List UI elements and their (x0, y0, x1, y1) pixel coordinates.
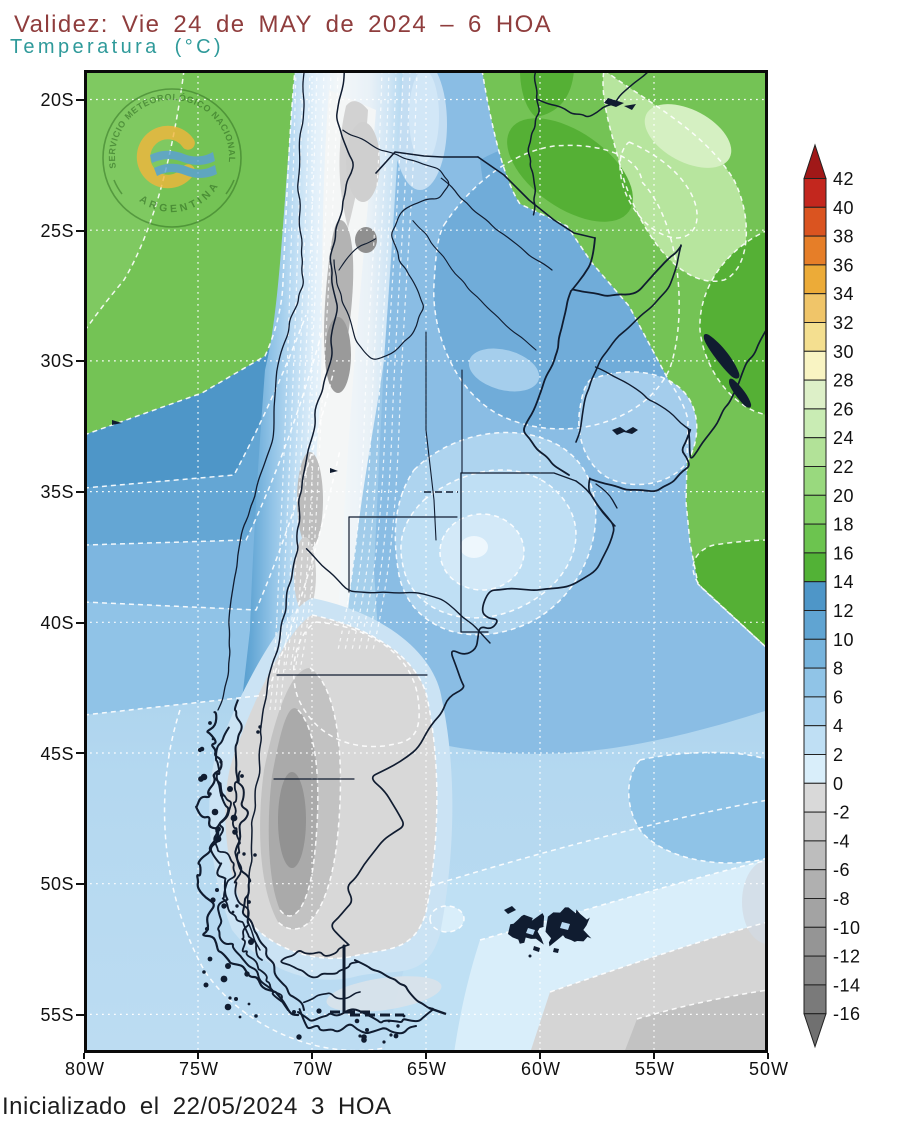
svg-text:20: 20 (833, 486, 854, 506)
svg-text:-8: -8 (833, 889, 850, 909)
svg-text:24: 24 (833, 428, 854, 448)
svg-text:18: 18 (833, 515, 854, 535)
svg-text:-6: -6 (833, 860, 850, 880)
svg-text:2: 2 (833, 745, 844, 765)
svg-text:8: 8 (833, 659, 844, 679)
svg-text:4: 4 (833, 716, 844, 736)
svg-text:-4: -4 (833, 831, 850, 851)
svg-text:34: 34 (833, 284, 854, 304)
svg-text:14: 14 (833, 572, 854, 592)
svg-text:32: 32 (833, 313, 854, 333)
svg-text:38: 38 (833, 227, 854, 247)
svg-text:26: 26 (833, 399, 854, 419)
svg-text:-12: -12 (833, 947, 861, 967)
svg-text:-2: -2 (833, 803, 850, 823)
svg-text:-16: -16 (833, 1004, 861, 1024)
svg-text:6: 6 (833, 687, 844, 707)
svg-text:42: 42 (833, 169, 854, 189)
svg-text:10: 10 (833, 630, 854, 650)
svg-text:22: 22 (833, 457, 854, 477)
svg-text:28: 28 (833, 371, 854, 391)
svg-text:30: 30 (833, 342, 854, 362)
svg-text:-14: -14 (833, 975, 861, 995)
svg-text:0: 0 (833, 774, 844, 794)
svg-text:36: 36 (833, 255, 854, 275)
svg-text:16: 16 (833, 543, 854, 563)
svg-text:12: 12 (833, 601, 854, 621)
svg-text:-10: -10 (833, 918, 861, 938)
svg-text:40: 40 (833, 198, 854, 218)
